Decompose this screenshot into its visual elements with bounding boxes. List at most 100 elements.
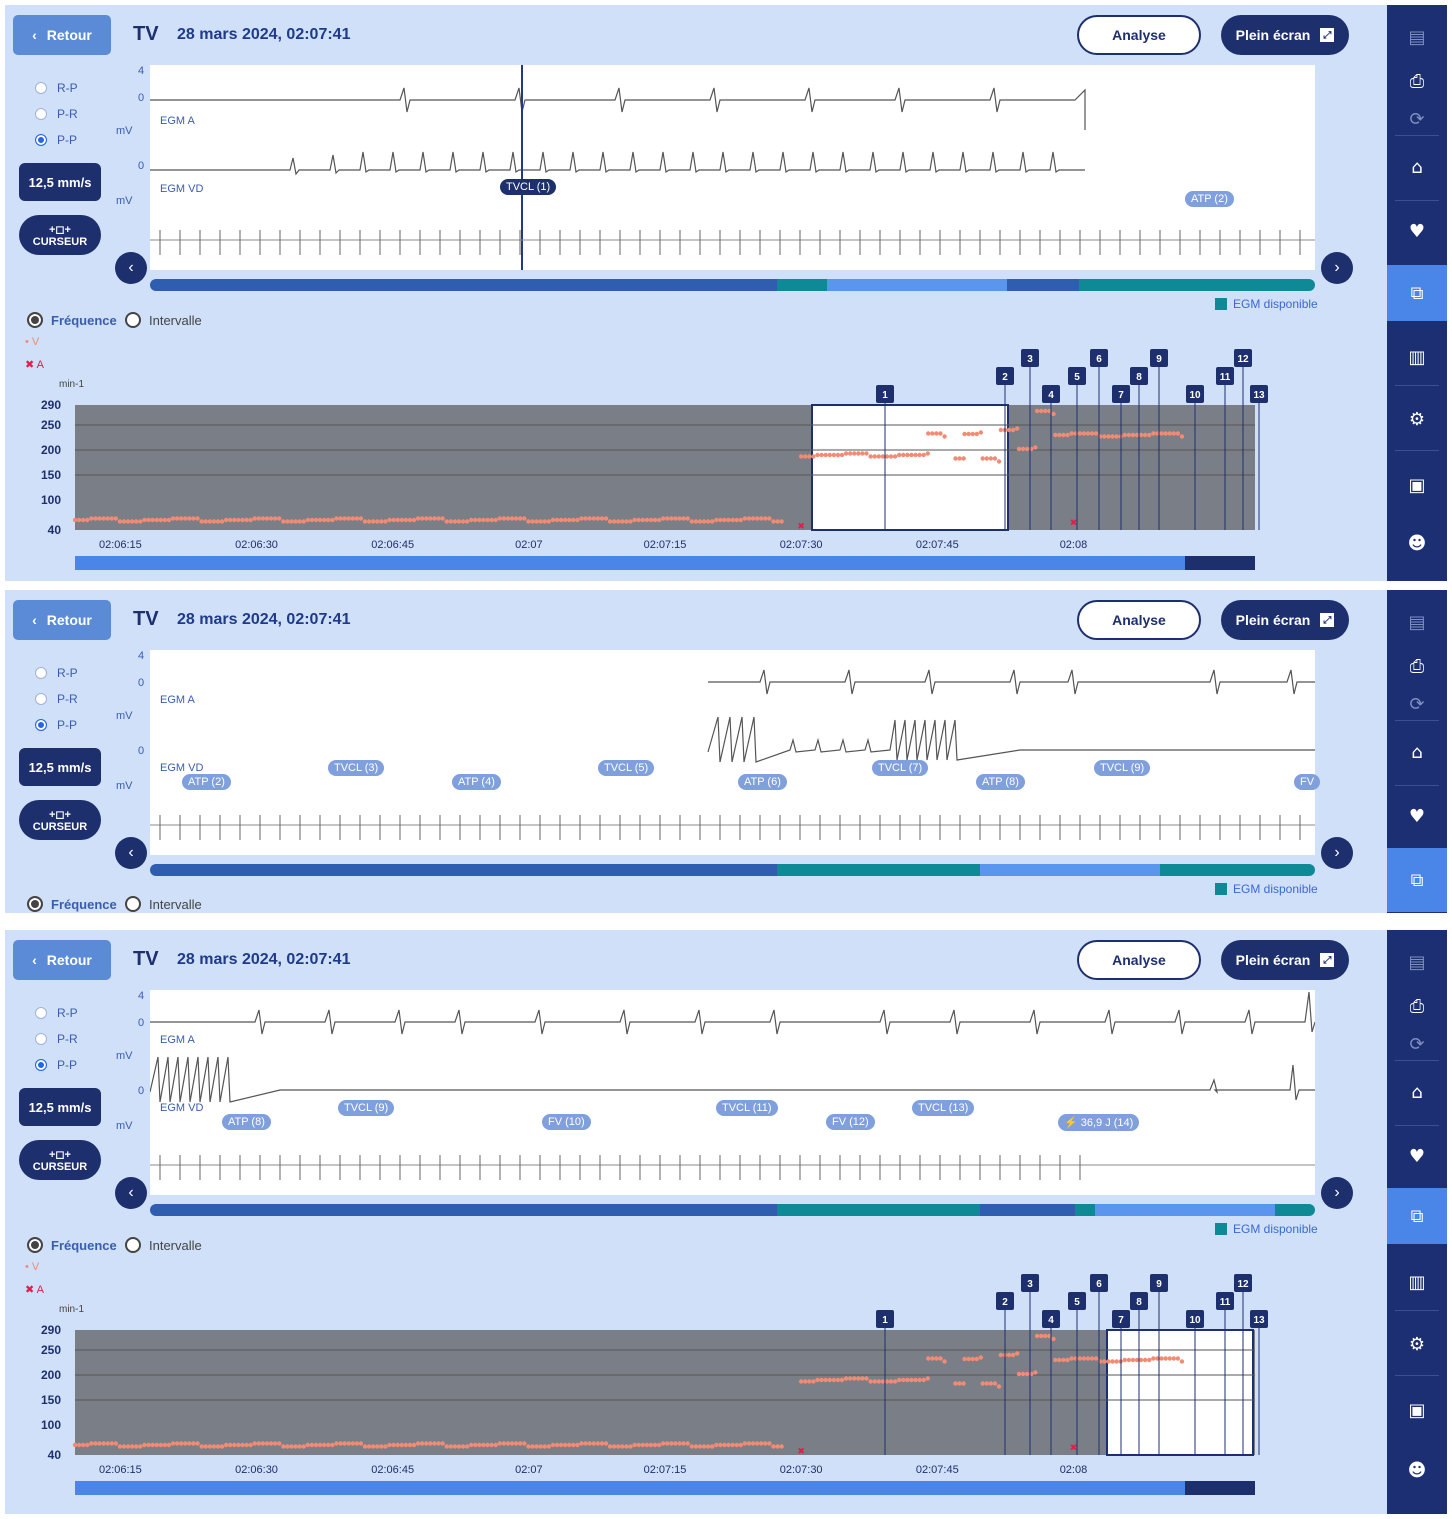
back-button[interactable]: ‹ Retour <box>13 940 111 980</box>
marker-atp-8[interactable]: ATP (8) <box>222 1114 271 1130</box>
event-marker[interactable] <box>1234 349 1252 367</box>
back-button[interactable]: ‹ Retour <box>13 15 111 55</box>
event-marker[interactable] <box>876 385 894 403</box>
event-marker[interactable] <box>1112 1310 1130 1328</box>
print-icon[interactable]: ⎙ <box>1409 995 1425 1017</box>
marker-fv-12[interactable]: FV (12) <box>826 1114 875 1130</box>
event-marker[interactable] <box>996 367 1014 385</box>
heart-icon[interactable]: ♥ <box>1408 1145 1426 1167</box>
marker-tvcl-3[interactable]: TVCL (3) <box>328 760 385 776</box>
document-icon[interactable]: ▤ <box>1408 951 1426 973</box>
egm-view-icon[interactable]: ⧉ <box>1387 1188 1447 1244</box>
radio-rp[interactable]: R-P <box>35 666 78 680</box>
mode-frequency[interactable]: Fréquence <box>27 1237 117 1253</box>
event-marker[interactable] <box>1234 1274 1252 1292</box>
event-marker[interactable] <box>1250 1310 1268 1328</box>
speed-button[interactable]: 12,5 mm/s <box>19 163 101 201</box>
scroll-left-button[interactable]: ‹ <box>115 1177 147 1209</box>
mode-interval[interactable]: Intervalle <box>125 1237 202 1253</box>
selection-window[interactable] <box>1106 1329 1254 1456</box>
event-marker[interactable] <box>1186 385 1204 403</box>
marker-tvcl-9[interactable]: TVCL (9) <box>1094 760 1151 776</box>
settings-icon[interactable]: ⚙ <box>1408 1333 1426 1355</box>
mode-interval[interactable]: Intervalle <box>125 312 202 328</box>
trend-chart[interactable]: 290 250 200 150 100 40 02:06:15 02:06:30 02:06:4… <box>5 345 1387 581</box>
event-marker[interactable] <box>1130 1292 1148 1310</box>
back-button[interactable]: ‹ Retour <box>13 600 111 640</box>
overview-scrollbar[interactable] <box>75 1481 1185 1495</box>
event-marker[interactable] <box>1042 385 1060 403</box>
event-marker[interactable] <box>1112 385 1130 403</box>
event-marker[interactable] <box>1130 367 1148 385</box>
event-marker[interactable] <box>1216 367 1234 385</box>
egm-availability-band[interactable] <box>150 1204 1315 1216</box>
print-icon[interactable]: ⎙ <box>1409 655 1425 677</box>
stats-icon[interactable]: ▥ <box>1408 346 1426 368</box>
report-icon[interactable]: ▣ <box>1408 1399 1426 1421</box>
sync-icon[interactable]: ⟳ <box>1409 108 1425 130</box>
radio-rp[interactable]: R-P <box>35 81 78 95</box>
analyse-button[interactable]: Analyse <box>1077 940 1201 980</box>
home-icon[interactable]: ⌂ <box>1411 1081 1423 1103</box>
egm-panel[interactable]: EGM A EGM VD ATP (2) TVCL (3) ATP (4) TV… <box>150 650 1321 855</box>
marker-tvcl-13[interactable]: TVCL (13) <box>912 1100 975 1116</box>
marker-tvcl-1[interactable]: TVCL (1) <box>500 179 557 195</box>
user-icon[interactable]: ☻ <box>1407 532 1427 554</box>
heart-icon[interactable]: ♥ <box>1408 805 1426 827</box>
radio-pr[interactable]: P-R <box>35 107 78 121</box>
event-marker[interactable] <box>1021 1274 1039 1292</box>
radio-rp[interactable]: R-P <box>35 1006 78 1020</box>
event-marker[interactable] <box>1021 349 1039 367</box>
marker-tvcl-5[interactable]: TVCL (5) <box>598 760 655 776</box>
scroll-right-button[interactable]: › <box>1321 1177 1353 1209</box>
radio-pp[interactable]: P-P <box>35 718 77 732</box>
heart-icon[interactable]: ♥ <box>1408 220 1426 242</box>
marker-tvcl-7[interactable]: TVCL (7) <box>872 760 929 776</box>
event-marker[interactable] <box>1250 385 1268 403</box>
document-icon[interactable]: ▤ <box>1408 26 1426 48</box>
event-marker[interactable] <box>996 1292 1014 1310</box>
speed-button[interactable]: 12,5 mm/s <box>19 748 101 786</box>
marker-fv-10[interactable]: FV (10) <box>542 1114 591 1130</box>
event-marker[interactable] <box>1042 1310 1060 1328</box>
fullscreen-button[interactable]: Plein écran ⤢ <box>1221 600 1349 640</box>
event-marker[interactable] <box>1068 1292 1086 1310</box>
home-icon[interactable]: ⌂ <box>1411 741 1423 763</box>
egm-panel[interactable]: EGM A EGM VD ATP (8) TVCL (9) FV (10) TV… <box>149 990 1316 1195</box>
stats-icon[interactable]: ▥ <box>1408 1271 1426 1293</box>
mode-interval[interactable]: Intervalle <box>125 896 202 912</box>
fullscreen-button[interactable]: Plein écran ⤢ <box>1221 940 1349 980</box>
scroll-left-button[interactable]: ‹ <box>115 252 147 284</box>
event-marker[interactable] <box>1186 1310 1204 1328</box>
event-marker[interactable] <box>876 1310 894 1328</box>
mode-frequency[interactable]: Fréquence <box>27 896 117 912</box>
egm-panel[interactable]: EGM A EGM VD TVCL (1) ATP (2) <box>150 65 1315 270</box>
marker-atp-4[interactable]: ATP (4) <box>452 774 501 790</box>
radio-pp[interactable]: P-P <box>35 1058 77 1072</box>
event-marker[interactable] <box>1150 349 1168 367</box>
marker-atp-2[interactable]: ATP (2) <box>1185 191 1234 207</box>
egm-view-icon[interactable]: ⧉ <box>1387 265 1447 321</box>
mode-frequency[interactable]: Fréquence <box>27 312 117 328</box>
fullscreen-button[interactable]: Plein écran ⤢ <box>1221 15 1349 55</box>
analyse-button[interactable]: Analyse <box>1077 600 1201 640</box>
sync-icon[interactable]: ⟳ <box>1409 1033 1425 1055</box>
radio-pp[interactable]: P-P <box>35 133 77 147</box>
cursor-button[interactable]: +◻+ CURSEUR <box>19 1140 101 1180</box>
settings-icon[interactable]: ⚙ <box>1408 408 1426 430</box>
analyse-button[interactable]: Analyse <box>1077 15 1201 55</box>
marker-tvcl-11[interactable]: TVCL (11) <box>716 1100 778 1116</box>
scroll-right-button[interactable]: › <box>1321 837 1353 869</box>
event-marker[interactable] <box>1216 1292 1234 1310</box>
selection-window[interactable] <box>811 404 1009 531</box>
scroll-left-button[interactable]: ‹ <box>115 837 147 869</box>
marker-shock-14[interactable]: ⚡ 36,9 J (14) <box>1058 1114 1140 1131</box>
marker-atp-2[interactable]: ATP (2) <box>182 774 231 790</box>
scroll-right-button[interactable]: › <box>1321 252 1353 284</box>
print-icon[interactable]: ⎙ <box>1409 70 1425 92</box>
speed-button[interactable]: 12,5 mm/s <box>19 1088 101 1126</box>
radio-pr[interactable]: P-R <box>35 692 78 706</box>
overview-scrollbar[interactable] <box>75 556 1185 570</box>
egm-availability-band[interactable] <box>150 279 1315 291</box>
egm-view-icon[interactable]: ⧉ <box>1387 848 1447 912</box>
